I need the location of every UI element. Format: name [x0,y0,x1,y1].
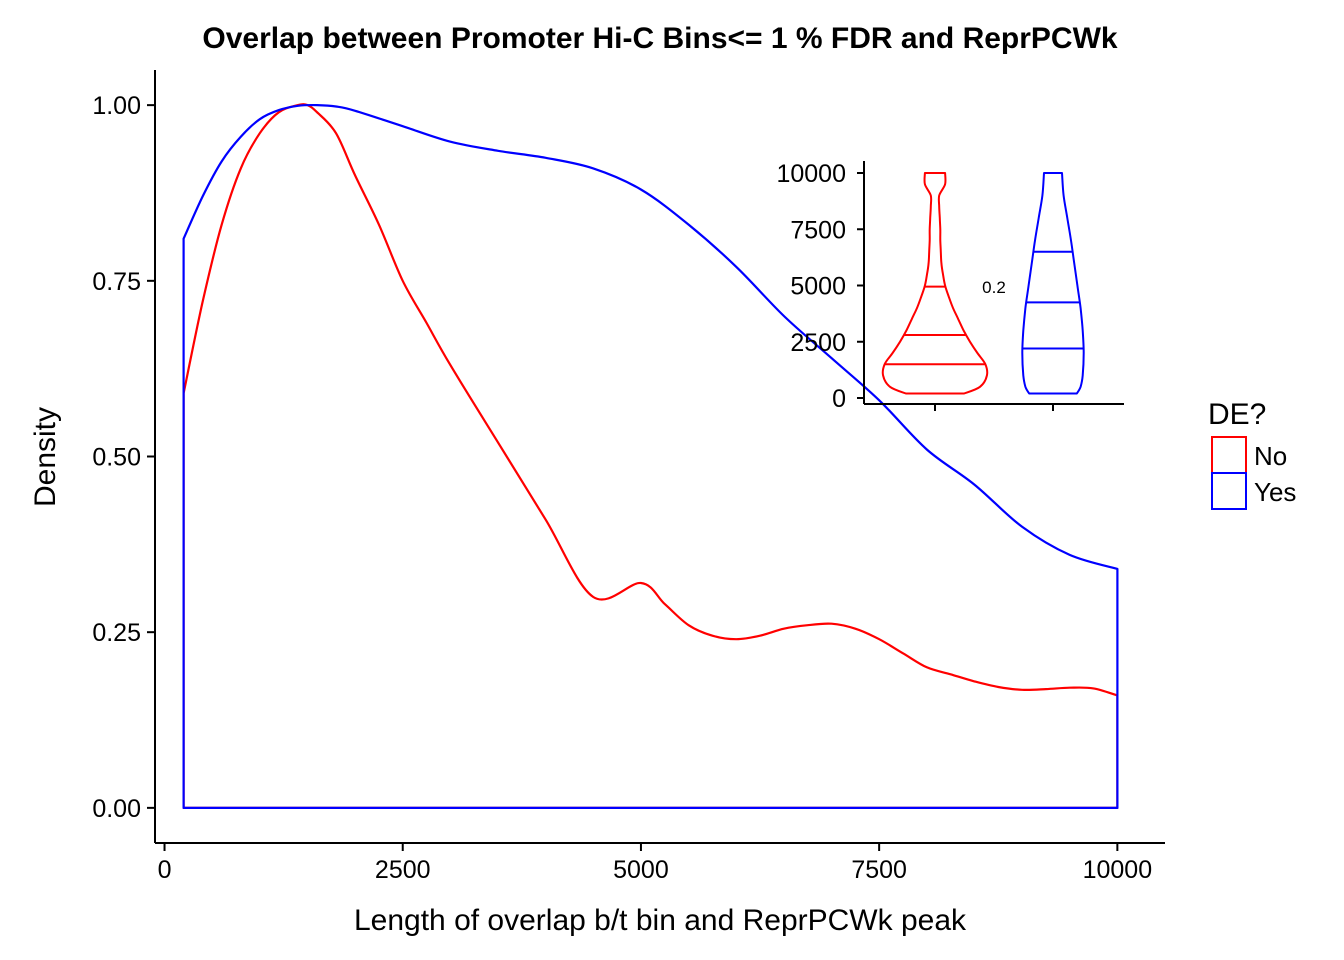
inset-x-axis-ticks [934,404,1054,411]
x-tick-label: 2500 [375,856,431,884]
inset-violins [881,172,1085,395]
y-axis-title: Density [29,407,62,507]
y-tick-label: 0.00 [92,795,141,823]
inset-annotation: 0.2 [982,278,1006,297]
legend-label-no: No [1254,441,1287,471]
violin-yes [1021,172,1085,395]
legend-key-yes [1211,472,1247,510]
y-axis-ticks: 0.00 0.25 0.50 0.75 1.00 [92,92,155,823]
legend-title: DE? [1208,398,1266,431]
y-tick-label: 0.75 [92,268,141,296]
chart-title: Overlap between Promoter Hi-C Bins<= 1 %… [202,22,1118,55]
x-tick-label: 7500 [851,856,907,884]
inset-y-tick-label: 0 [832,385,846,413]
legend-entries: No Yes [1211,436,1296,510]
y-tick-label: 1.00 [92,92,141,120]
y-tick-label: 0.25 [92,619,141,647]
inset-y-axis-ticks: 0 2500 5000 7500 10000 [776,160,864,413]
legend-key-no [1211,436,1247,474]
inset-y-tick-label: 5000 [790,273,846,301]
x-axis-title: Length of overlap b/t bin and ReprPCWk p… [354,904,967,937]
inset-violin-plot: 0 2500 5000 7500 10000 0.2 [776,160,1124,413]
density-curve-yes [182,103,1119,809]
legend: DE? No Yes [1208,398,1296,510]
inset-y-tick-label: 10000 [776,160,846,188]
violin-no [881,172,989,395]
inset-y-tick-label: 7500 [790,216,846,244]
x-tick-label: 0 [158,856,172,884]
x-axis-ticks: 0 2500 5000 7500 10000 [158,843,1153,884]
density-curve-no [182,103,1119,809]
legend-label-yes: Yes [1254,477,1296,507]
x-tick-label: 5000 [613,856,669,884]
main-plot-panel: 0 2500 5000 7500 10000 0.00 0.25 0.50 0.75 1.00 [92,70,1165,884]
y-tick-label: 0.50 [92,444,141,472]
inset-y-tick-label: 2500 [790,329,846,357]
x-tick-label: 10000 [1083,856,1153,884]
density-series [182,103,1119,809]
